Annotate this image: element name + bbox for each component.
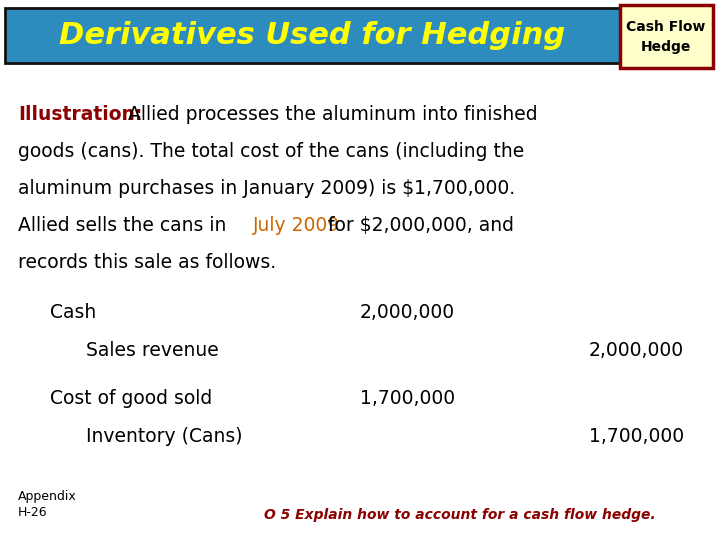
Text: July 2009: July 2009 <box>253 216 340 235</box>
Text: 1,700,000: 1,700,000 <box>360 389 455 408</box>
Text: aluminum purchases in January 2009) is $1,700,000.: aluminum purchases in January 2009) is $… <box>18 179 515 198</box>
Text: for $2,000,000, and: for $2,000,000, and <box>328 216 514 235</box>
Text: O 5 Explain how to account for a cash flow hedge.: O 5 Explain how to account for a cash fl… <box>264 508 656 522</box>
Text: goods (cans). The total cost of the cans (including the: goods (cans). The total cost of the cans… <box>18 142 524 161</box>
FancyBboxPatch shape <box>620 5 713 68</box>
Text: Derivatives Used for Hedging: Derivatives Used for Hedging <box>59 22 565 51</box>
Text: 2,000,000: 2,000,000 <box>360 303 455 322</box>
Text: Illustration:: Illustration: <box>18 105 143 124</box>
Text: Allied processes the aluminum into finished: Allied processes the aluminum into finis… <box>128 105 538 124</box>
FancyBboxPatch shape <box>5 8 620 63</box>
Text: Cash: Cash <box>50 303 96 322</box>
Text: Sales revenue: Sales revenue <box>86 341 219 360</box>
Text: 1,700,000: 1,700,000 <box>589 427 684 446</box>
Text: Cost of good sold: Cost of good sold <box>50 389 212 408</box>
Text: records this sale as follows.: records this sale as follows. <box>18 253 276 272</box>
Text: Appendix: Appendix <box>18 490 77 503</box>
Text: Inventory (Cans): Inventory (Cans) <box>86 427 243 446</box>
Text: Allied sells the cans in: Allied sells the cans in <box>18 216 233 235</box>
Text: H-26: H-26 <box>18 506 48 519</box>
Text: Cash Flow
Hedge: Cash Flow Hedge <box>626 19 706 55</box>
Text: 2,000,000: 2,000,000 <box>589 341 684 360</box>
